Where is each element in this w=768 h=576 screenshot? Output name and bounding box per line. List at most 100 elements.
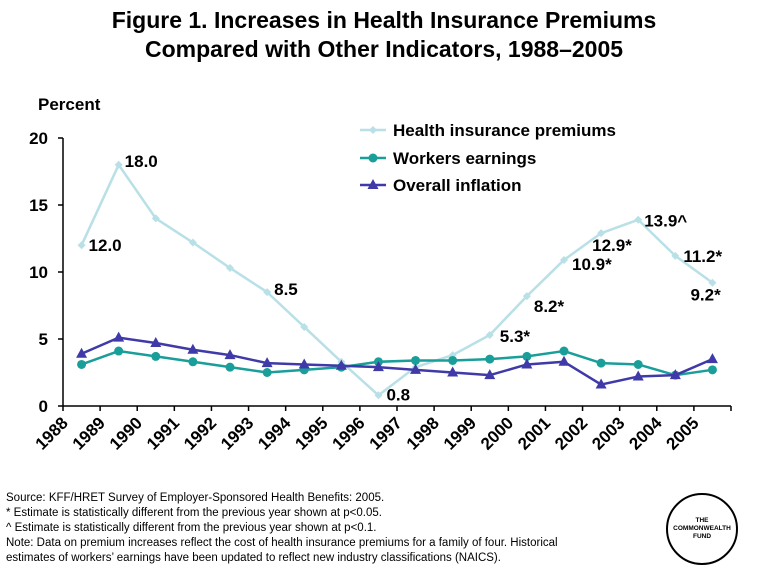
data-point-s1-5	[262, 368, 272, 377]
x-tick-label: 1999	[440, 413, 480, 453]
data-point-s0-16	[671, 251, 680, 260]
data-point-s2-10	[447, 366, 459, 377]
data-point-s2-8	[372, 361, 384, 372]
y-tick-label: 5	[39, 330, 48, 349]
legend-marker-1	[368, 153, 378, 163]
x-tick-label: 2002	[551, 413, 591, 453]
logo-line-2: COMMONWEALTH	[673, 525, 731, 532]
data-point-s1-12	[522, 351, 532, 361]
x-tick-label: 1988	[32, 413, 72, 453]
line-chart: Percent051015201988198919901991199219931…	[29, 95, 732, 454]
data-point-s0-0	[77, 241, 86, 250]
data-point-s2-16	[669, 369, 681, 380]
data-point-s0-3	[188, 238, 197, 247]
data-point-s2-4	[224, 349, 236, 360]
data-label: 8.5	[274, 280, 298, 299]
y-tick-label: 0	[39, 397, 48, 416]
chart-title-line-2: Compared with Other Indicators, 1988–200…	[144, 36, 624, 62]
data-label: 9.2*	[690, 286, 721, 305]
x-tick-label: 2005	[663, 413, 703, 453]
legend-label: Overall inflation	[393, 176, 521, 195]
data-point-s1-2	[151, 351, 161, 361]
data-point-s0-2	[151, 214, 160, 223]
chart-title-line-1: Figure 1. Increases in Health Insurance …	[111, 7, 657, 33]
data-label: 18.0	[125, 152, 158, 171]
x-tick-label: 1998	[403, 413, 443, 453]
data-label: 12.0	[89, 236, 122, 255]
data-point-s1-0	[77, 359, 87, 369]
data-point-s0-1	[114, 160, 123, 169]
x-tick-label: 1990	[106, 413, 146, 453]
logo-line-3: FUND	[692, 533, 712, 540]
caret-note: ^ Estimate is statistically different fr…	[6, 522, 377, 534]
legend-marker-2	[367, 179, 379, 189]
y-tick-label: 10	[29, 263, 48, 282]
x-tick-label: 1997	[366, 413, 406, 453]
data-point-s1-3	[188, 357, 198, 367]
data-point-s2-9	[410, 363, 422, 374]
data-point-s0-11	[485, 330, 494, 339]
source-note: Source: KFF/HRET Survey of Employer-Spon…	[6, 492, 385, 504]
data-point-s1-14	[596, 358, 606, 368]
data-point-s2-3	[187, 343, 199, 354]
data-point-s0-15	[634, 215, 643, 224]
data-point-s1-15	[633, 359, 643, 369]
data-point-s1-4	[225, 362, 235, 372]
series-line-0	[80, 163, 714, 397]
data-point-s1-11	[485, 354, 495, 364]
y-tick-label: 20	[29, 129, 48, 148]
data-label: 12.9*	[592, 236, 632, 255]
chart-title: Figure 1. Increases in Health Insurance …	[0, 6, 768, 64]
data-point-s1-1	[114, 346, 124, 356]
series-line-1	[81, 349, 713, 377]
x-tick-label: 2003	[588, 413, 628, 453]
data-label: 10.9*	[572, 255, 612, 274]
data-point-s0-5	[263, 288, 272, 297]
y-axis-label: Percent	[38, 95, 101, 114]
x-tick-label: 1994	[254, 413, 295, 454]
data-point-s2-13	[558, 355, 570, 366]
x-tick-label: 2001	[514, 413, 554, 453]
x-tick-label: 2004	[625, 413, 666, 454]
data-point-s0-6	[300, 322, 309, 331]
data-point-s2-6	[298, 358, 310, 369]
data-point-s1-10	[448, 355, 458, 365]
y-tick-label: 15	[29, 196, 48, 215]
legend-label: Workers earnings	[393, 149, 536, 168]
legend-label: Health insurance premiums	[393, 121, 616, 140]
data-point-s2-2	[150, 337, 162, 348]
data-point-s2-0	[76, 347, 88, 358]
data-point-s1-9	[411, 355, 421, 365]
data-point-s0-12	[522, 292, 531, 301]
data-point-s1-17	[707, 365, 717, 375]
data-label: 5.3*	[500, 327, 531, 346]
data-point-s0-17	[708, 278, 717, 287]
commonwealth-fund-logo: THE COMMONWEALTH FUND	[666, 493, 738, 565]
series-line-2	[81, 336, 713, 386]
data-point-s0-4	[226, 263, 234, 272]
data-point-s2-7	[335, 359, 347, 370]
data-note-line-2: estimates of workers’ earnings have been…	[6, 552, 501, 564]
data-point-s2-11	[484, 369, 496, 380]
x-tick-label: 1992	[180, 413, 220, 453]
data-label: 13.9^	[644, 212, 687, 231]
x-tick-label: 1989	[69, 413, 109, 453]
data-point-s2-5	[261, 357, 273, 368]
x-tick-label: 1993	[217, 413, 257, 453]
star-note: * Estimate is statistically different fr…	[6, 507, 382, 519]
logo-line-1: THE	[695, 517, 709, 524]
data-label: 0.8	[386, 385, 410, 404]
data-point-s0-14	[597, 229, 606, 238]
data-point-s0-8	[374, 391, 383, 400]
data-label: 8.2*	[534, 297, 565, 316]
x-tick-label: 2000	[477, 413, 517, 453]
data-point-s2-17	[706, 353, 718, 364]
footnotes: Source: KFF/HRET Survey of Employer-Spon…	[6, 491, 666, 566]
data-point-s2-14	[595, 378, 607, 389]
x-tick-label: 1996	[329, 413, 369, 453]
x-tick-label: 1991	[143, 413, 183, 453]
x-tick-label: 1995	[291, 413, 331, 453]
data-point-s2-15	[632, 370, 644, 381]
legend-marker-0	[369, 126, 377, 134]
data-note-line-1: Note: Data on premium increases reflect …	[6, 537, 558, 549]
